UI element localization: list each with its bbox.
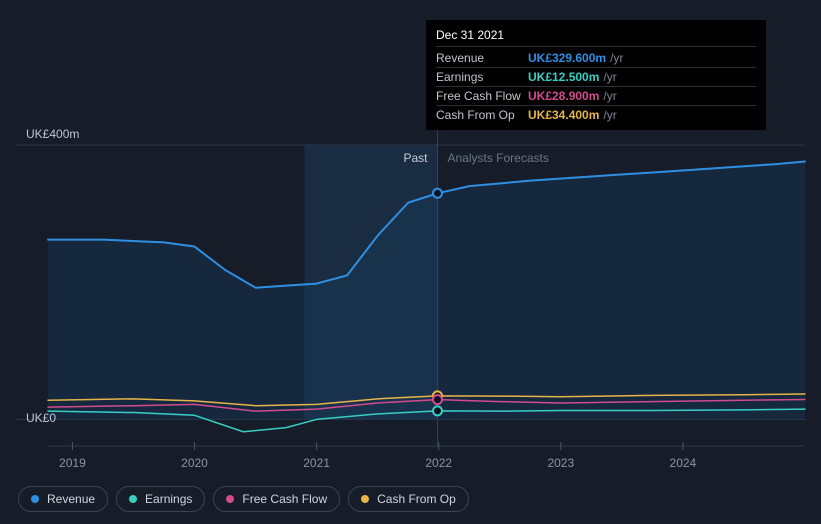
tooltip-row-label: Earnings <box>436 70 528 84</box>
chart-tooltip: Dec 31 2021 RevenueUK£329.600m/yrEarning… <box>426 20 766 130</box>
legend-item-cash-from-op[interactable]: Cash From Op <box>348 486 469 512</box>
x-axis-tick-label: 2023 <box>547 456 574 470</box>
tooltip-row-value: UK£28.900m <box>528 89 599 103</box>
financials-chart: UK£400m UK£0 Past Analysts Forecasts 201… <box>0 0 821 524</box>
legend-item-earnings[interactable]: Earnings <box>116 486 205 512</box>
section-label-forecast: Analysts Forecasts <box>447 151 548 165</box>
tooltip-row-value: UK£329.600m <box>528 51 606 65</box>
legend-item-label: Cash From Op <box>377 492 456 506</box>
tooltip-row-label: Cash From Op <box>436 108 528 122</box>
legend-item-label: Free Cash Flow <box>242 492 327 506</box>
tooltip-row-label: Revenue <box>436 51 528 65</box>
y-axis-label-bottom: UK£0 <box>26 411 56 425</box>
legend-item-revenue[interactable]: Revenue <box>18 486 108 512</box>
tooltip-date: Dec 31 2021 <box>436 26 756 47</box>
tooltip-row: EarningsUK£12.500m/yr <box>436 68 756 87</box>
legend-item-label: Earnings <box>145 492 192 506</box>
tooltip-row-label: Free Cash Flow <box>436 89 528 103</box>
legend-dot-icon <box>31 495 39 503</box>
section-label-past: Past <box>403 151 427 165</box>
tooltip-row: Cash From OpUK£34.400m/yr <box>436 106 756 124</box>
x-axis-tick-label: 2020 <box>181 456 208 470</box>
y-axis-label-top: UK£400m <box>26 127 79 141</box>
legend-item-free-cash-flow[interactable]: Free Cash Flow <box>213 486 340 512</box>
tooltip-row-unit: /yr <box>610 51 623 65</box>
tooltip-row-value: UK£34.400m <box>528 108 599 122</box>
x-axis-tick-label: 2021 <box>303 456 330 470</box>
legend-dot-icon <box>226 495 234 503</box>
legend-dot-icon <box>129 495 137 503</box>
tooltip-row-unit: /yr <box>603 89 616 103</box>
x-axis-tick-label: 2019 <box>59 456 86 470</box>
tooltip-row: RevenueUK£329.600m/yr <box>436 49 756 68</box>
x-axis-tick-label: 2024 <box>670 456 697 470</box>
tooltip-row-value: UK£12.500m <box>528 70 599 84</box>
legend-item-label: Revenue <box>47 492 95 506</box>
legend-dot-icon <box>361 495 369 503</box>
chart-legend: Revenue Earnings Free Cash Flow Cash From O… <box>18 486 469 512</box>
tooltip-row-unit: /yr <box>603 108 616 122</box>
tooltip-row: Free Cash FlowUK£28.900m/yr <box>436 87 756 106</box>
tooltip-row-unit: /yr <box>603 70 616 84</box>
x-axis-tick-label: 2022 <box>425 456 452 470</box>
